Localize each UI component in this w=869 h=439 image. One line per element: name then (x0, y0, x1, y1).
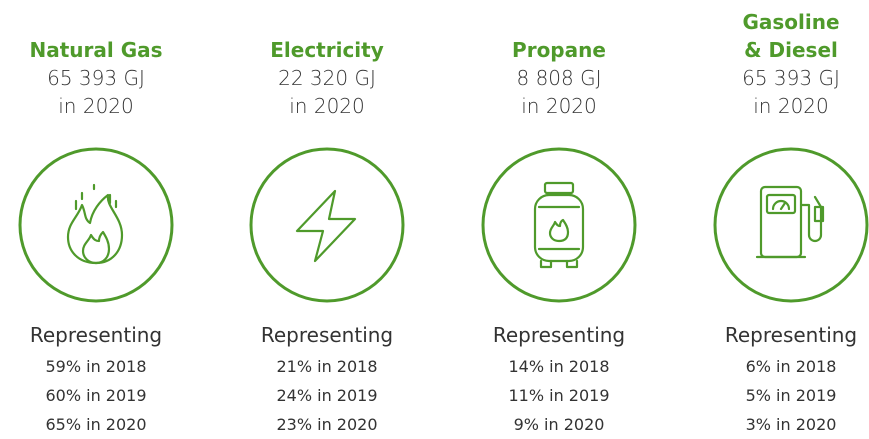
card-amount: 22 320 GJ (278, 66, 376, 90)
share: 65% in 2020 (45, 415, 147, 434)
energy-card: Electricity 22 320 GJ in 2020 Representi… (249, 0, 405, 435)
card-label: Representing (724, 323, 858, 347)
card-label: Representing (29, 323, 163, 347)
card-amount: 8 808 GJ (516, 66, 602, 90)
card-title: Natural Gas (29, 38, 163, 62)
share: 11% in 2019 (508, 386, 610, 405)
card-period: in 2020 (58, 94, 134, 118)
energy-card: Propane 8 808 GJ in 2020 Representing 14… (481, 0, 637, 435)
card-header: Propane 8 808 GJ in 2020 (484, 0, 634, 120)
card-amount: 65 393 GJ (47, 66, 145, 90)
card-period: in 2020 (521, 94, 597, 118)
card-period: in 2020 (289, 94, 365, 118)
share: 59% in 2018 (45, 357, 147, 376)
share: 9% in 2020 (513, 415, 605, 434)
energy-card: Natural Gas 65 393 GJ in 2020 Representi… (18, 0, 174, 435)
card-period: in 2020 (753, 94, 829, 118)
card-title: Propane (512, 38, 606, 62)
flame-icon (18, 147, 174, 303)
tank-icon (481, 147, 637, 303)
card-header: Natural Gas 65 393 GJ in 2020 (21, 0, 171, 120)
share: 3% in 2020 (745, 415, 837, 434)
share-list: 6% in 2018 5% in 2019 3% in 2020 (716, 352, 866, 439)
share: 24% in 2019 (276, 386, 378, 405)
share-list: 14% in 2018 11% in 2019 9% in 2020 (484, 352, 634, 439)
card-amount: 65 393 GJ (742, 66, 840, 90)
share: 23% in 2020 (276, 415, 378, 434)
share: 60% in 2019 (45, 386, 147, 405)
share-list: 21% in 2018 24% in 2019 23% in 2020 (252, 352, 402, 439)
card-label: Representing (492, 323, 626, 347)
share: 6% in 2018 (745, 357, 837, 376)
share-list: 59% in 2018 60% in 2019 65% in 2020 (21, 352, 171, 439)
energy-card: Gasoline & Diesel 65 393 GJ in 2020 Repr… (713, 0, 869, 435)
card-header: Gasoline & Diesel 65 393 GJ in 2020 (716, 0, 866, 120)
share: 14% in 2018 (508, 357, 610, 376)
card-title: Electricity (270, 38, 384, 62)
share: 21% in 2018 (276, 357, 378, 376)
card-header: Electricity 22 320 GJ in 2020 (252, 0, 402, 120)
pump-icon (713, 147, 869, 303)
bolt-icon (249, 147, 405, 303)
card-title: Gasoline & Diesel (742, 10, 840, 62)
card-label: Representing (260, 323, 394, 347)
share: 5% in 2019 (745, 386, 837, 405)
